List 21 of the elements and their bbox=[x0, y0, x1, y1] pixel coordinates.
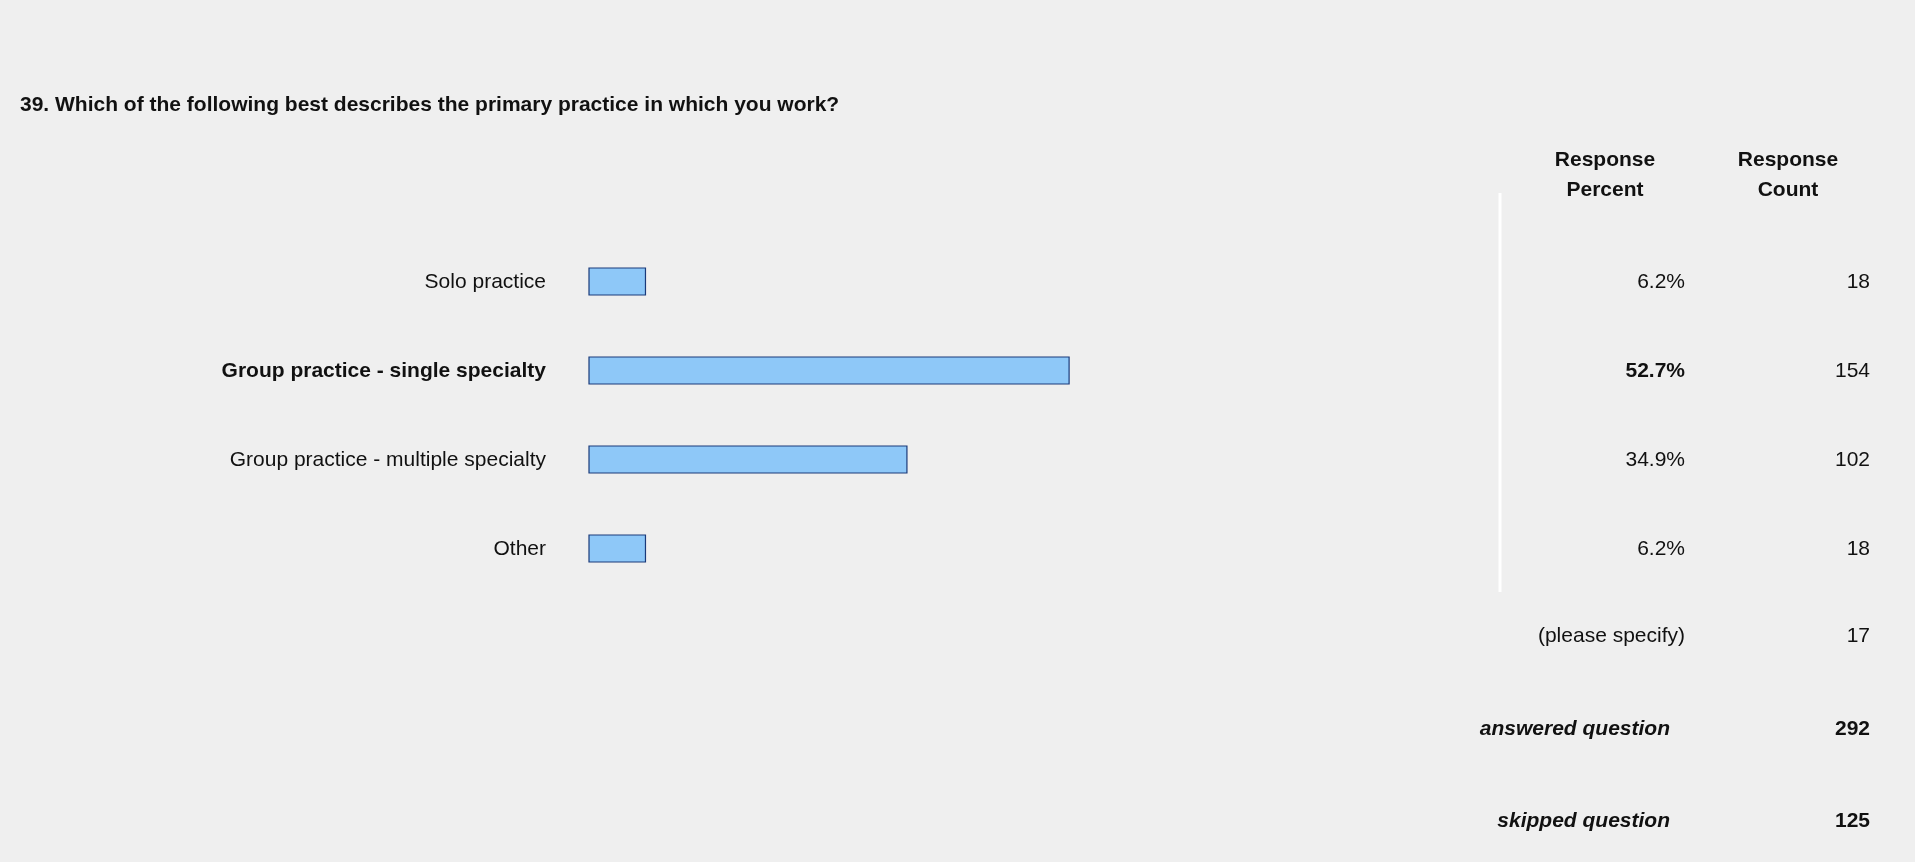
text: skipped question bbox=[1497, 808, 1670, 831]
text: 18 bbox=[1846, 268, 1870, 292]
y-tick-label: Group practice - single specialty bbox=[221, 357, 547, 381]
text: 292 bbox=[1834, 716, 1870, 739]
text: (please specify) bbox=[1537, 623, 1685, 646]
y-tick-label: Other bbox=[493, 535, 546, 559]
y-tick-label: Group practice - multiple specialty bbox=[229, 446, 547, 470]
data-label: 6.2% bbox=[1637, 535, 1685, 559]
text: Response Percent bbox=[1554, 147, 1656, 200]
text: Response Count bbox=[1737, 147, 1839, 200]
data-label: 52.7% bbox=[1625, 357, 1686, 381]
text: 18 bbox=[1846, 535, 1870, 559]
data-label: 34.9% bbox=[1625, 446, 1685, 470]
data-label: 6.2% bbox=[1637, 268, 1685, 292]
text: answered question bbox=[1479, 716, 1670, 739]
text: 102 bbox=[1834, 446, 1870, 470]
text: 17 bbox=[1846, 623, 1870, 646]
text: 154 bbox=[1834, 357, 1871, 381]
y-tick-label: Solo practice bbox=[424, 268, 546, 292]
text: 125 bbox=[1834, 808, 1871, 831]
chart-title: 39. Which of the following best describes the primary practice in which you work? bbox=[20, 92, 840, 115]
